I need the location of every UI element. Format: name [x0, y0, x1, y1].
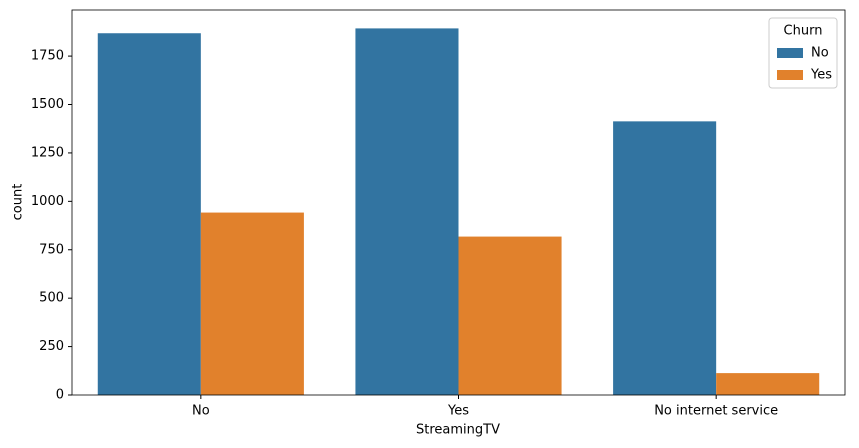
y-tick-label: 250	[39, 339, 64, 354]
y-tick-label: 500	[39, 291, 64, 306]
x-tick-label: Yes	[447, 404, 469, 419]
x-axis-label: StreamingTV	[416, 423, 500, 438]
y-tick-label: 1750	[31, 49, 64, 64]
bar	[97, 33, 201, 395]
bar	[355, 28, 459, 395]
bar	[613, 121, 717, 395]
y-tick-label: 750	[39, 242, 64, 257]
y-tick-label: 1250	[31, 145, 64, 160]
legend-label: No	[811, 46, 829, 61]
bar	[716, 373, 820, 395]
legend-label: Yes	[810, 68, 832, 83]
x-tick-label: No	[192, 404, 210, 419]
bar	[458, 236, 562, 395]
y-axis-label: count	[11, 184, 26, 221]
legend-title: Churn	[784, 24, 823, 39]
bar	[200, 212, 304, 395]
y-tick-label: 0	[56, 388, 64, 403]
plot-frame	[71, 9, 846, 396]
legend-swatch	[777, 70, 803, 80]
y-tick-label: 1000	[31, 194, 64, 209]
legend-swatch	[777, 48, 803, 58]
x-tick-label: No internet service	[654, 404, 778, 419]
y-tick-label: 1500	[31, 97, 64, 112]
